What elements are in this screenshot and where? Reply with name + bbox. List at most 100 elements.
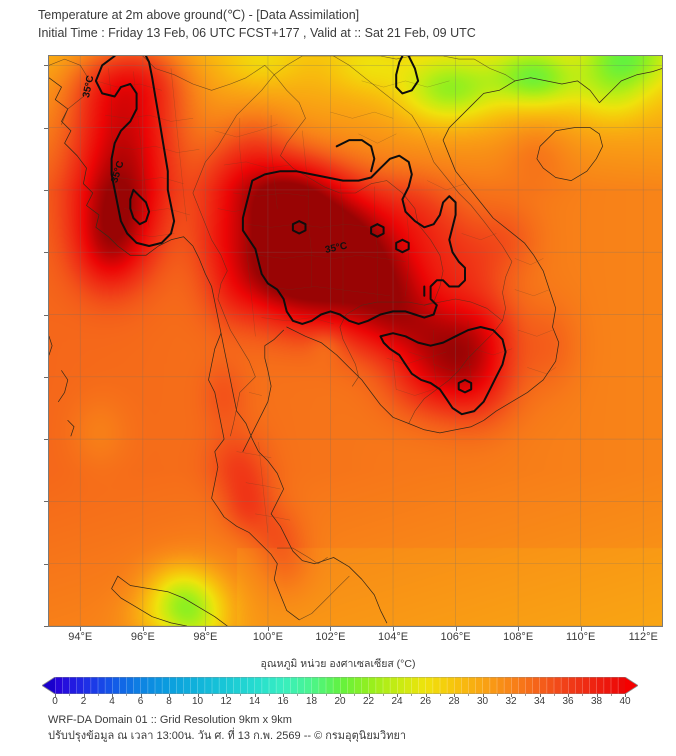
colorbar-cell-divider [197, 677, 198, 694]
colorbar-cell-divider [382, 677, 384, 694]
colorbar-cell-divider [268, 677, 270, 694]
admin-boundary-line [408, 351, 447, 359]
colorbar-tick-label: 32 [505, 696, 517, 707]
coastline-andaman-islands [49, 335, 53, 356]
colorbar-cell [468, 677, 476, 694]
contour-35c-cambodia [379, 326, 507, 416]
colorbar-cell [283, 677, 291, 694]
colorbar-cell [147, 677, 156, 694]
colorbar-tick-label: 10 [191, 696, 204, 707]
colorbar-cell-divider [211, 677, 213, 694]
admin-boundary-line [527, 367, 556, 374]
colorbar-minor-tick [411, 694, 413, 696]
admin-boundary-line [233, 192, 309, 197]
y-axis: 4°N6°N8°N10°N12°N14°N16°N18°N20°N22°N [0, 0, 48, 756]
colorbar-cell [575, 677, 583, 694]
colorbar-tick-label: 14 [248, 696, 261, 707]
admin-boundary-line [245, 223, 372, 228]
colorbar-cell-divider [404, 677, 405, 694]
x-axis-tick [267, 627, 269, 631]
colorbar-cell-divider [290, 677, 291, 694]
colorbar-cell [183, 677, 191, 694]
y-axis-tick [44, 626, 48, 627]
colorbar-minor-tick [69, 694, 71, 696]
colorbar-cell [375, 677, 384, 694]
colorbar-cell [503, 677, 512, 694]
colorbar-cell [268, 677, 277, 694]
contour-35c-myanmar-inner [129, 188, 151, 226]
colorbar-cell [325, 677, 334, 694]
colorbar-gradient[interactable] [42, 677, 638, 694]
colorbar-cell-divider [518, 677, 519, 694]
colorbar-cell [154, 677, 163, 694]
x-axis-tick [330, 627, 332, 631]
colorbar-cell-divider [468, 677, 469, 694]
x-axis-tick [393, 627, 395, 631]
colorbar-cell-divider [233, 677, 234, 694]
colorbar-cell [140, 677, 148, 694]
x-axis-tick [80, 627, 82, 631]
admin-boundary-line [111, 146, 200, 153]
colorbar-cell [596, 677, 604, 694]
map-overlay: 35°C35°C35°C [49, 56, 662, 626]
colorbar-tick-labels: 0 2 4 6 8 10 12 14 16 18 20 22 24 26 28 30 32 34 36 38 40 [0, 694, 676, 710]
colorbar-cell-divider [446, 677, 448, 694]
coastline-andaman-islands-3 [67, 420, 75, 437]
colorbar-cell-divider [283, 677, 284, 694]
colorbar-tick [397, 694, 398, 697]
colorbar-cell-divider [461, 677, 462, 694]
contour-35c-laos-lobe [335, 139, 376, 173]
page-subtitle: Initial Time : Friday 13 Feb, 06 UTC FCS… [38, 26, 476, 40]
colorbar-minor-tick [496, 694, 498, 696]
colorbar-tick-label: 24 [391, 696, 403, 707]
colorbar-cell-divider [418, 677, 419, 694]
admin-boundary-line [427, 180, 466, 191]
colorbar-cell [254, 677, 262, 694]
colorbar-cell [311, 677, 319, 694]
colorbar-tick [226, 694, 227, 697]
admin-boundary-line [258, 255, 406, 262]
y-axis-tick [44, 65, 48, 67]
colorbar-tick [197, 694, 199, 697]
colorbar-cell [582, 677, 590, 694]
contour-35c-small-loop-3 [395, 238, 410, 254]
border-cambodia-thailand [339, 301, 425, 387]
colorbar-tick-label: 16 [277, 696, 289, 707]
contour-35c-small-loop-1 [370, 223, 385, 238]
contour-label-35c: 35°C [81, 75, 96, 99]
colorbar-cell-divider [375, 677, 377, 694]
x-axis-tick [643, 627, 645, 631]
map-plot-area[interactable]: 35°C 35°C 35°C [48, 55, 663, 627]
border-myanmar-thailand [192, 74, 275, 437]
colorbar-cell [112, 677, 120, 694]
admin-boundary-line [461, 233, 497, 241]
colorbar-minor-tick [610, 694, 612, 696]
colorbar-tick-label: 26 [419, 696, 432, 707]
colorbar-cell-divider [247, 677, 248, 694]
colorbar-cell [439, 677, 448, 694]
coastline-andaman-islands-2 [58, 370, 69, 403]
colorbar-cell-divider [475, 677, 476, 694]
colorbar-cell [290, 677, 298, 694]
colorbar-cell [340, 677, 348, 694]
y-axis-tick [44, 439, 48, 441]
colorbar-cell [432, 677, 441, 694]
colorbar-cell-divider [332, 677, 334, 694]
colorbar-high-extend-arrow [625, 677, 638, 694]
contour-35c-north-vietnam [395, 56, 420, 95]
contour-35c-myanmar [94, 56, 176, 247]
colorbar-minor-tick [211, 694, 213, 696]
border-vietnam-china [333, 56, 516, 82]
colorbar-cell [126, 677, 134, 694]
admin-boundary-line [255, 513, 291, 521]
colorbar-cell [382, 677, 391, 694]
colorbar-cell-divider [226, 677, 227, 694]
colorbar-cell-divider [454, 677, 455, 694]
admin-boundary-line [239, 118, 256, 337]
colorbar-cell [261, 677, 270, 694]
admin-boundary-line [264, 286, 391, 297]
colorbar-cell-divider [482, 677, 483, 694]
colorbar-tick [340, 694, 341, 697]
colorbar-cell [568, 677, 576, 694]
